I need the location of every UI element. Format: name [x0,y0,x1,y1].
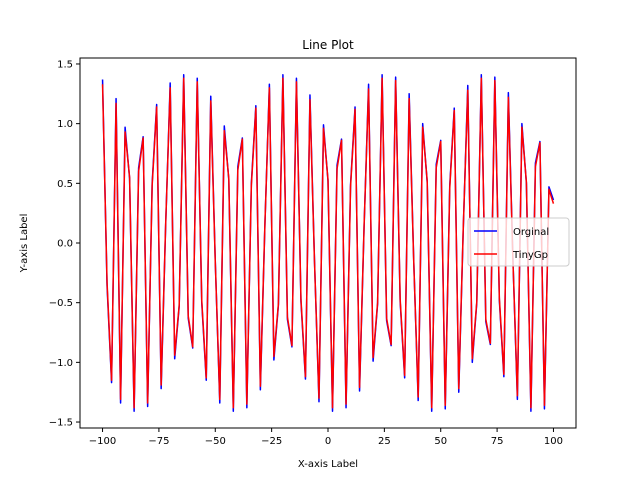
y-tick-label: 1.0 [57,119,73,130]
x-tick-label: 0 [325,436,331,447]
y-tick-label: −1.5 [49,418,73,429]
y-axis: −1.5 −1.0 −0.5 0.0 0.5 1.0 1.5 [49,59,80,429]
x-tick-label: 25 [378,436,391,447]
x-tick-label: −100 [89,436,116,447]
x-tick-label: 50 [434,436,447,447]
y-tick-label: −0.5 [49,298,73,309]
legend-label-tinygp: TinyGp [512,250,548,261]
x-tick-label: −75 [148,436,169,447]
chart-title: Line Plot [302,38,354,52]
x-tick-label: −50 [205,436,226,447]
legend: Orginal TinyGp [467,217,570,267]
x-tick-label: 75 [491,436,504,447]
y-axis-label: Y-axis Label [19,214,30,274]
y-tick-label: 1.5 [57,59,73,70]
x-axis-label: X-axis Label [298,459,358,470]
legend-label-orginal: Orginal [513,227,549,238]
x-tick-label: 100 [544,436,563,447]
x-tick-label: −25 [261,436,282,447]
y-tick-label: −1.0 [49,358,73,369]
y-tick-label: 0.5 [57,179,73,190]
x-axis: −100 −75 −50 −25 0 25 50 75 100 [89,428,563,447]
y-tick-label: 0.0 [57,239,73,250]
